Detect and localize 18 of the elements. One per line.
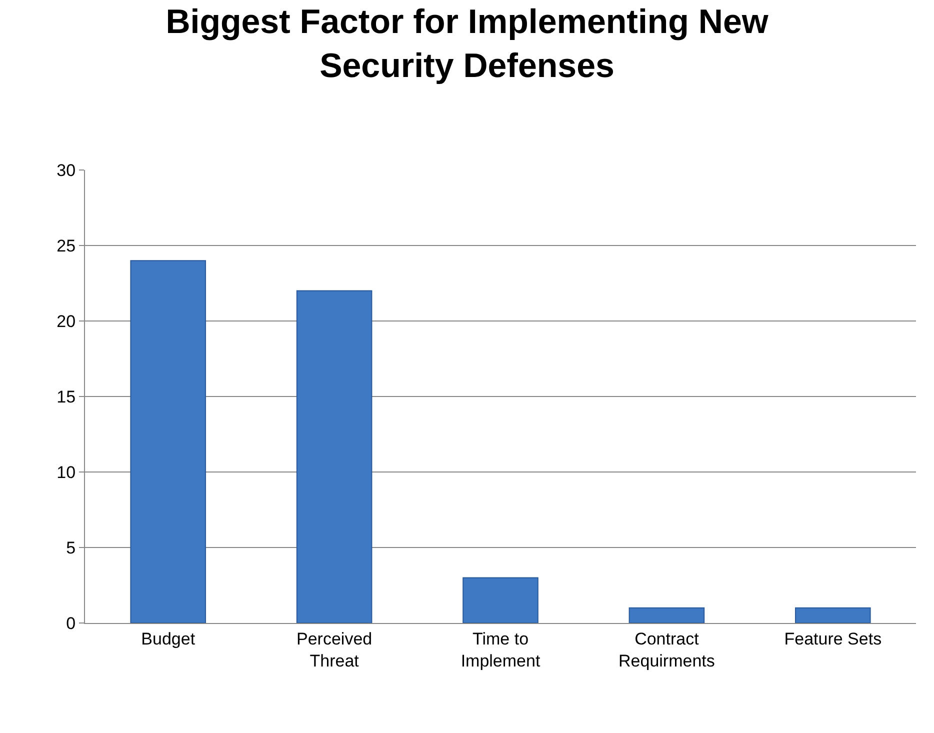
x-tick-label: Feature Sets [784,629,882,648]
chart-title: Biggest Factor for Implementing New Security Defenses [166,2,769,86]
bar [462,577,538,623]
x-tick-label: Time to Implement [460,629,540,670]
x-tick-label: Budget [141,629,196,648]
x-tick-label: Perceived Threat [296,629,372,670]
y-tick-label: 5 [66,538,76,558]
bar [628,607,705,623]
y-tick-label: 25 [56,236,76,256]
y-tick-label: 15 [56,387,76,406]
y-tick-label: 0 [66,614,76,633]
bar [795,607,871,623]
y-tick-label: 30 [56,160,76,180]
y-tick-label: 20 [56,312,76,331]
bar [296,290,372,623]
bar [130,260,206,623]
y-tick-label: 10 [56,462,76,482]
x-tick-label: Contract Requirments [618,629,715,670]
